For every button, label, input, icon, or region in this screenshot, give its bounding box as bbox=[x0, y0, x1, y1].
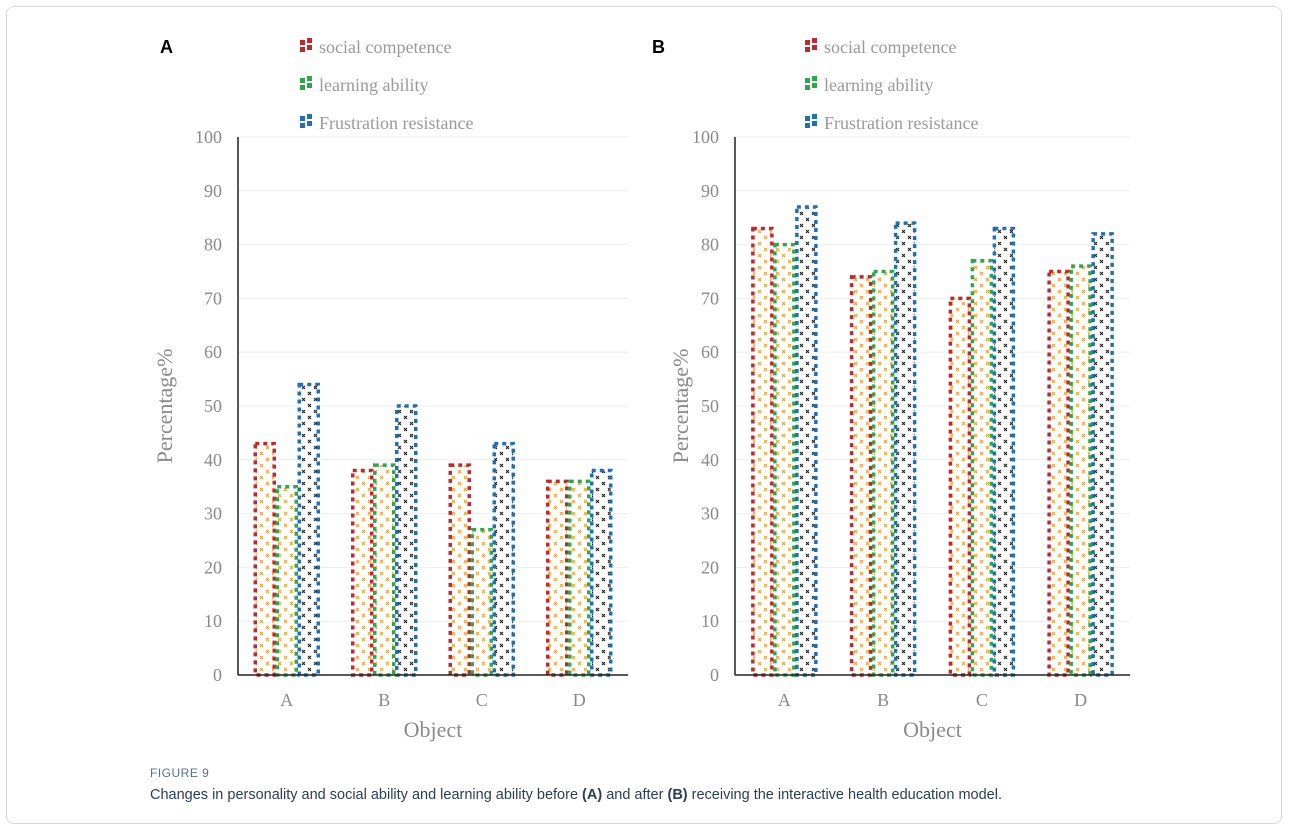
bar-social-competence-c bbox=[948, 296, 972, 677]
y-tick-label: 100 bbox=[195, 127, 222, 147]
bar-social-competence-c bbox=[448, 463, 471, 677]
caption-ref-b: (B) bbox=[667, 787, 688, 803]
bar-frustration-resistance-b bbox=[893, 221, 917, 677]
y-tick-label: 0 bbox=[213, 665, 222, 685]
x-tick-label: B bbox=[378, 690, 390, 710]
y-tick-label: 100 bbox=[692, 127, 719, 147]
bar-learning-ability-c bbox=[470, 527, 493, 677]
y-tick-label: 70 bbox=[701, 288, 719, 308]
x-axis-title: Object bbox=[404, 717, 463, 742]
bar-frustration-resistance-a bbox=[795, 205, 818, 677]
bar-learning-ability-d bbox=[1069, 264, 1092, 677]
caption-ref-a: (A) bbox=[582, 787, 603, 803]
y-tick-label: 60 bbox=[204, 342, 222, 362]
bar-frustration-resistance-c bbox=[492, 441, 515, 677]
legend-label: learning ability bbox=[319, 75, 428, 95]
y-tick-label: 50 bbox=[204, 396, 222, 416]
caption-part: and after bbox=[602, 787, 668, 803]
bar-frustration-resistance-b bbox=[395, 404, 418, 677]
bar-learning-ability-b bbox=[871, 269, 895, 677]
legend-marker bbox=[805, 76, 817, 90]
x-tick-label: C bbox=[476, 690, 488, 710]
y-tick-label: 30 bbox=[204, 504, 222, 524]
y-tick-label: 10 bbox=[204, 611, 222, 631]
figure-caption: Changes in personality and social abilit… bbox=[150, 787, 1002, 803]
bar-frustration-resistance-a bbox=[297, 382, 320, 677]
legend-label: learning ability bbox=[824, 75, 933, 95]
legend-label: Frustration resistance bbox=[319, 113, 473, 133]
y-tick-label: 20 bbox=[701, 557, 719, 577]
legend-label: Frustration resistance bbox=[824, 113, 978, 133]
y-tick-label: 80 bbox=[701, 235, 719, 255]
y-tick-label: 60 bbox=[701, 342, 719, 362]
legend-marker bbox=[805, 38, 817, 52]
chart-panel-a: 0 10 20 30 40 50 60 70 80 90 100 A B C D Object Percenta… bbox=[152, 37, 628, 742]
bar-social-competence-a bbox=[253, 441, 276, 677]
y-tick-label: 80 bbox=[204, 235, 222, 255]
y-tick-label: 10 bbox=[701, 611, 719, 631]
bar-learning-ability-b bbox=[373, 463, 396, 677]
bar-social-competence-a bbox=[751, 226, 774, 677]
bar-social-competence-d bbox=[1047, 269, 1070, 677]
y-axis-title: Percentage% bbox=[152, 349, 177, 464]
figure-label: FIGURE 9 bbox=[150, 766, 210, 780]
y-tick-label: 50 bbox=[701, 396, 719, 416]
legend-label: social competence bbox=[824, 37, 956, 57]
bar-frustration-resistance-d bbox=[1091, 232, 1114, 677]
legend-marker bbox=[805, 114, 817, 128]
panel-label: A bbox=[160, 37, 173, 57]
caption-part: Changes in personality and social abilit… bbox=[150, 787, 583, 803]
panel-label: B bbox=[652, 37, 665, 57]
bar-learning-ability-a bbox=[773, 242, 796, 677]
bar-social-competence-b bbox=[351, 468, 374, 677]
bar-learning-ability-d bbox=[568, 479, 591, 677]
x-tick-label: C bbox=[976, 690, 988, 710]
x-tick-label: A bbox=[778, 690, 791, 710]
y-tick-label: 40 bbox=[701, 450, 719, 470]
bar-social-competence-d bbox=[546, 479, 569, 677]
x-tick-label: D bbox=[573, 690, 586, 710]
y-tick-label: 40 bbox=[204, 450, 222, 470]
y-tick-label: 90 bbox=[701, 181, 719, 201]
y-tick-label: 70 bbox=[204, 288, 222, 308]
bar-frustration-resistance-c bbox=[992, 226, 1016, 677]
y-axis-title: Percentage% bbox=[668, 349, 693, 464]
y-tick-label: 20 bbox=[204, 557, 222, 577]
bar-social-competence-b bbox=[849, 275, 873, 677]
bar-learning-ability-a bbox=[275, 484, 298, 677]
x-axis-title: Object bbox=[903, 717, 962, 742]
legend-marker bbox=[300, 114, 312, 128]
x-tick-label: D bbox=[1074, 690, 1087, 710]
caption-part: receiving the interactive health educati… bbox=[687, 787, 1002, 803]
bar-learning-ability-c bbox=[970, 258, 994, 677]
x-tick-label: B bbox=[877, 690, 889, 710]
y-tick-label: 0 bbox=[710, 665, 719, 685]
legend-marker bbox=[300, 76, 312, 90]
chart-panel-b: 0 10 20 30 40 50 60 70 80 90 100 A B C D Object Percenta… bbox=[652, 37, 1130, 742]
bar-frustration-resistance-d bbox=[590, 468, 613, 677]
legend-label: social competence bbox=[319, 37, 451, 57]
legend-marker bbox=[300, 38, 312, 52]
x-tick-label: A bbox=[280, 690, 293, 710]
y-tick-label: 90 bbox=[204, 181, 222, 201]
y-tick-label: 30 bbox=[701, 504, 719, 524]
